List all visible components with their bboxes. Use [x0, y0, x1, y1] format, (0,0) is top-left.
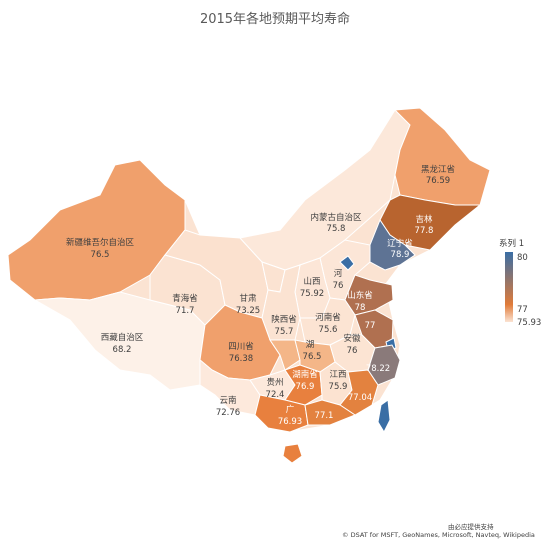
label-xizang-name: 西藏自治区	[101, 332, 144, 343]
label-shanxi-name: 山西	[303, 276, 320, 287]
label-anhui-value: 76	[347, 346, 358, 356]
label-sichuan-name: 四川省	[228, 341, 254, 352]
label-hebei-value: 76	[333, 281, 344, 291]
legend-color-scale	[505, 252, 513, 322]
region-chongqing[interactable]	[269, 339, 301, 371]
label-guizhou-value: 72.4	[266, 390, 285, 400]
region-labels: 黑龙江省 76.59 吉林 77.8 辽宁省 78.9 内蒙古自治区 75.8 …	[66, 164, 456, 427]
label-henan-name: 河南省	[315, 312, 341, 323]
label-jiangxi-name: 江西	[329, 370, 346, 380]
label-qinghai-value: 71.7	[176, 306, 195, 316]
label-zhejiang-value: 78.22	[366, 364, 390, 374]
label-qinghai-name: 青海省	[172, 293, 198, 304]
label-xinjiang-name: 新疆维吾尔自治区	[66, 237, 135, 248]
label-fujian-value: 77.04	[348, 393, 372, 403]
label-anhui-name: 安徽	[343, 333, 361, 344]
legend-min-label: 75.93	[517, 318, 542, 328]
label-jiangsu-value: 77	[365, 321, 376, 331]
label-heilongjiang-name: 黑龙江省	[421, 164, 456, 175]
label-shandong-name: 山东省	[347, 290, 373, 301]
label-shanxi-value: 75.92	[300, 289, 324, 299]
label-heilongjiang-value: 76.59	[426, 176, 450, 186]
label-jilin-name: 吉林	[415, 214, 433, 225]
label-hebei-name: 河	[334, 268, 343, 279]
label-shaanxi-value: 75.7	[275, 327, 294, 337]
label-shaanxi-name: 陕西省	[271, 314, 297, 325]
label-sichuan-value: 76.38	[229, 354, 253, 364]
label-neimenggu-name: 内蒙古自治区	[310, 212, 362, 223]
map-title: 2015年各地预期平均寿命	[199, 12, 351, 27]
region-hainan[interactable]	[282, 443, 303, 464]
region-taiwan[interactable]	[377, 399, 391, 434]
legend-title: 系列 1	[499, 239, 525, 249]
label-yunnan-value: 72.76	[216, 408, 240, 418]
label-neimenggu-value: 75.8	[327, 224, 346, 234]
region-heilongjiang[interactable]	[393, 107, 491, 206]
label-hubei-name: 湖	[306, 340, 315, 350]
label-liaoning-value: 78.9	[391, 250, 410, 260]
region-beijing[interactable]	[339, 255, 355, 271]
label-gansu-value: 73.25	[236, 306, 260, 316]
label-xinjiang-value: 76.5	[91, 250, 110, 260]
label-jilin-value: 77.8	[415, 226, 434, 236]
label-jiangxi-value: 75.9	[329, 382, 348, 392]
label-hubei-value: 76.5	[303, 352, 322, 362]
label-hunan-value: 76.9	[296, 382, 315, 392]
region-guangdong[interactable]	[304, 399, 357, 426]
region-fujian[interactable]	[339, 369, 379, 416]
label-xizang-value: 68.2	[113, 345, 132, 355]
legend-mid-label: 77	[517, 305, 528, 315]
label-guangxi-value: 76.93	[278, 417, 302, 427]
label-guangxi-name: 广	[286, 404, 295, 415]
label-henan-value: 75.6	[319, 325, 338, 335]
region-guangxi[interactable]	[254, 394, 309, 433]
label-gansu-name: 甘肃	[239, 293, 257, 304]
region-hunan[interactable]	[284, 364, 323, 406]
label-guizhou-name: 贵州	[266, 377, 283, 388]
label-yunnan-name: 云南	[219, 395, 236, 406]
label-shandong-value: 78	[355, 303, 366, 313]
region-liaoning[interactable]	[369, 218, 416, 271]
label-guangdong-value: 77.1	[315, 411, 334, 421]
legend-max-label: 80	[517, 253, 528, 263]
attribution-powered-by: 由必应提供支持	[448, 523, 494, 531]
attribution-copyright: © DSAT for MSFT, GeoNames, Microsoft, Na…	[342, 531, 535, 539]
label-hunan-name: 湖南省	[292, 369, 318, 380]
label-liaoning-name: 辽宁省	[387, 238, 413, 249]
